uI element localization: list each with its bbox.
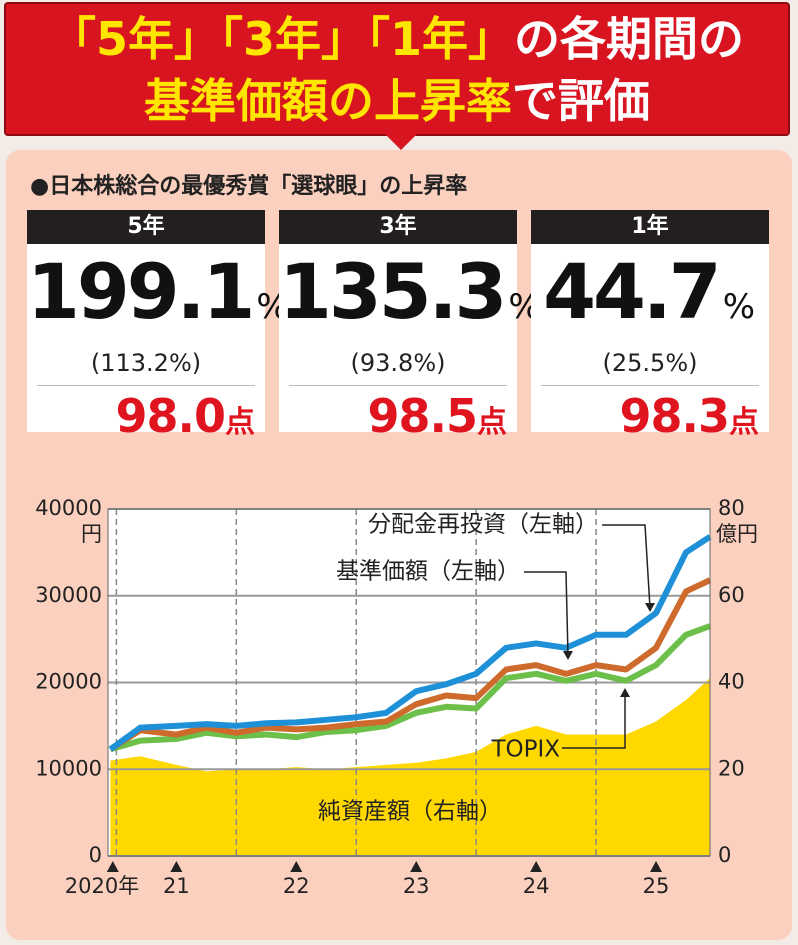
header-text: 基準価額の上昇率 [144, 74, 512, 128]
line [108, 534, 712, 752]
card-rule [37, 385, 255, 386]
y2-tick-label: 80 [718, 496, 745, 520]
card-rule [289, 385, 507, 386]
card-score-row: 98.5点 [279, 386, 517, 453]
y2-tick-label: 0 [718, 843, 731, 867]
y-tick-label: 10000 [35, 756, 102, 780]
card-score: 98.3 [619, 389, 730, 443]
card-score-unit: 点 [729, 405, 759, 440]
card-score-row: 98.3点 [531, 386, 769, 453]
x-tick-label: 22 [283, 874, 310, 898]
line [108, 577, 712, 752]
x-tick-label: 2020年 [65, 874, 139, 898]
card-period: 5年 [27, 210, 265, 244]
y2-unit: 億円 [716, 522, 758, 546]
summary-card: 3年 135.3% (93.8%) 98.5点 [279, 210, 541, 443]
series-label: TOPIX [490, 737, 560, 763]
y-unit: 円 [81, 522, 102, 546]
card-value-row: 44.7% [531, 250, 769, 349]
summary-card: 5年 199.1% (113.2%) 98.0点 [27, 210, 289, 443]
x-tick-label: 21 [163, 874, 190, 898]
header-pointer [385, 134, 417, 150]
card-sub: (25.5%) [602, 349, 698, 377]
summary-card: 1年 44.7% (25.5%) 98.3点 [531, 210, 769, 443]
card-period: 3年 [279, 210, 517, 244]
y2-tick-label: 20 [718, 756, 745, 780]
header-text: 「5年」 [49, 12, 220, 66]
card-value-row: 199.1% [27, 247, 289, 349]
leader-line [562, 692, 626, 749]
x-tick-mark [650, 861, 663, 872]
chart: 0 10000 20000 30000 40000 0 20 40 60 80 円 億円 2020年 21… [35, 496, 758, 898]
card-value-row: 135.3% [279, 247, 541, 349]
leader-arrow [563, 651, 573, 660]
series-label: 分配金再投資（左軸） [368, 512, 598, 538]
card-score-unit: 点 [477, 405, 507, 440]
x-tick-label: 25 [643, 874, 670, 898]
y-tick-label: 0 [89, 843, 102, 867]
header-text: で評価 [512, 74, 650, 128]
header: 「5年」「3年」「1年」の各期間の 基準価額の上昇率で評価 [4, 2, 790, 136]
card-value: 199.1 [27, 247, 255, 336]
series-label: 基準価額（左軸） [336, 559, 520, 585]
card-score: 98.5 [367, 389, 478, 443]
card-rule [541, 385, 759, 386]
x-tick-mark [170, 861, 183, 872]
y2-tick-label: 60 [718, 583, 745, 607]
card-sub: (93.8%) [350, 349, 446, 377]
x-tick-mark [410, 861, 423, 872]
header-line: 基準価額の上昇率で評価 [6, 70, 788, 132]
y-tick-label: 40000 [35, 496, 102, 520]
x-tick-mark [530, 861, 543, 872]
y2-tick-label: 40 [718, 670, 745, 694]
leader-line [524, 571, 569, 657]
y-tick-label: 30000 [35, 583, 102, 607]
card-period: 1年 [531, 210, 769, 244]
plot-frame [107, 508, 711, 857]
line [109, 623, 712, 753]
y-tick-label: 20000 [35, 670, 102, 694]
x-tick-mark [290, 861, 303, 872]
card-value: 44.7 [543, 247, 722, 336]
summary-title: ●日本株総合の最優秀賞「選球眼」の上昇率 [30, 174, 468, 199]
header-text: 「3年」 [219, 12, 367, 66]
card-sub: (113.2%) [90, 349, 202, 377]
x-tick-mark [106, 861, 119, 872]
header-line: 「5年」「3年」「1年」の各期間の [6, 8, 788, 70]
header-text: の各期間の [514, 12, 745, 66]
card-score: 98.0 [115, 389, 226, 443]
leader-line [602, 524, 651, 609]
card-unit: % [722, 287, 755, 327]
card-score-row: 98.0点 [27, 386, 265, 453]
series-label: 純資産額（右軸） [318, 799, 502, 825]
card-score-unit: 点 [225, 405, 255, 440]
area [110, 678, 710, 856]
leader-arrow [645, 603, 655, 612]
x-tick-label: 23 [403, 874, 430, 898]
card-value: 135.3 [279, 247, 507, 336]
header-text: 「1年」 [367, 12, 515, 66]
leader-arrow [620, 688, 630, 697]
x-tick-label: 24 [523, 874, 550, 898]
